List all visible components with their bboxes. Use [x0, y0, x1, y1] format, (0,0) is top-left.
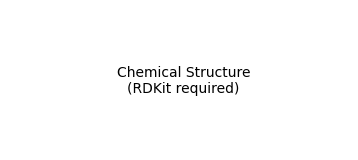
Text: Chemical Structure
(RDKit required): Chemical Structure (RDKit required) — [117, 66, 250, 96]
